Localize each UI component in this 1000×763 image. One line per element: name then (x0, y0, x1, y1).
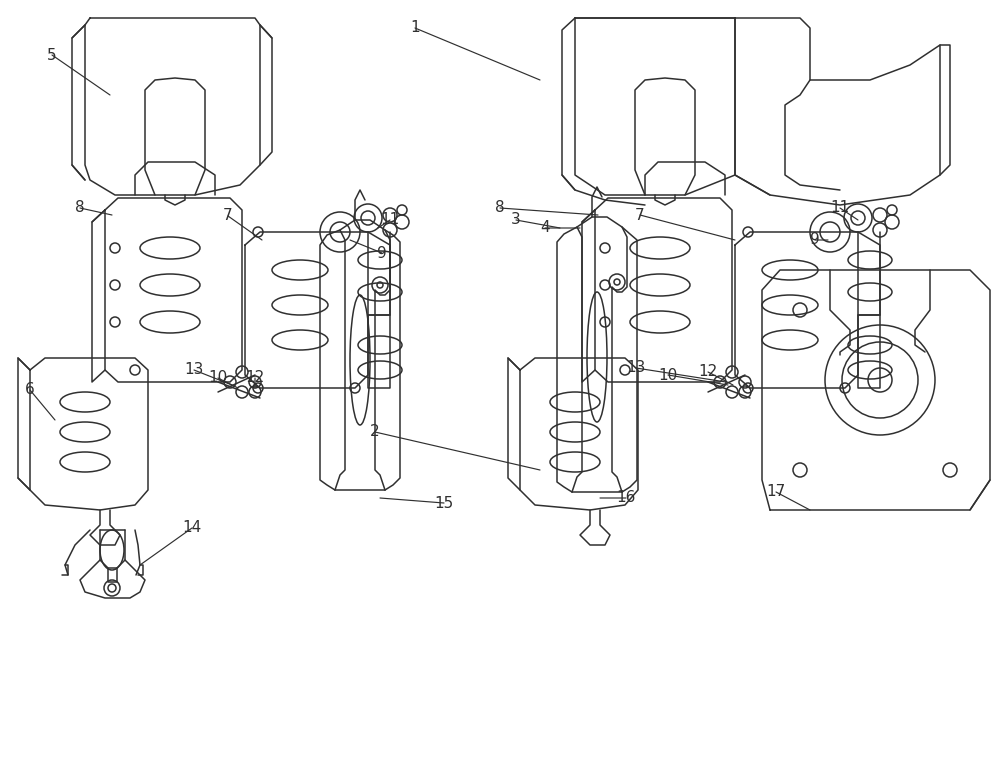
Text: 7: 7 (635, 208, 645, 223)
Text: 13: 13 (184, 362, 204, 378)
Text: 6: 6 (25, 382, 35, 398)
Text: 5: 5 (47, 47, 57, 63)
Text: 15: 15 (434, 495, 454, 510)
Text: 4: 4 (540, 221, 550, 236)
Text: 16: 16 (616, 491, 636, 506)
Text: 8: 8 (495, 201, 505, 215)
Text: 11: 11 (830, 201, 850, 215)
Text: 1: 1 (410, 21, 420, 36)
Text: 11: 11 (380, 213, 400, 227)
Text: 14: 14 (182, 520, 202, 536)
Text: 10: 10 (208, 371, 228, 385)
Text: 9: 9 (810, 233, 820, 247)
Text: 12: 12 (245, 371, 265, 385)
Text: 3: 3 (511, 213, 521, 227)
Text: 7: 7 (223, 208, 233, 224)
Text: 8: 8 (75, 201, 85, 215)
Text: 13: 13 (626, 360, 646, 375)
Text: 9: 9 (377, 246, 387, 260)
Text: 2: 2 (370, 424, 380, 439)
Text: 12: 12 (698, 365, 718, 379)
Text: 17: 17 (766, 485, 786, 500)
Text: 10: 10 (658, 368, 678, 382)
